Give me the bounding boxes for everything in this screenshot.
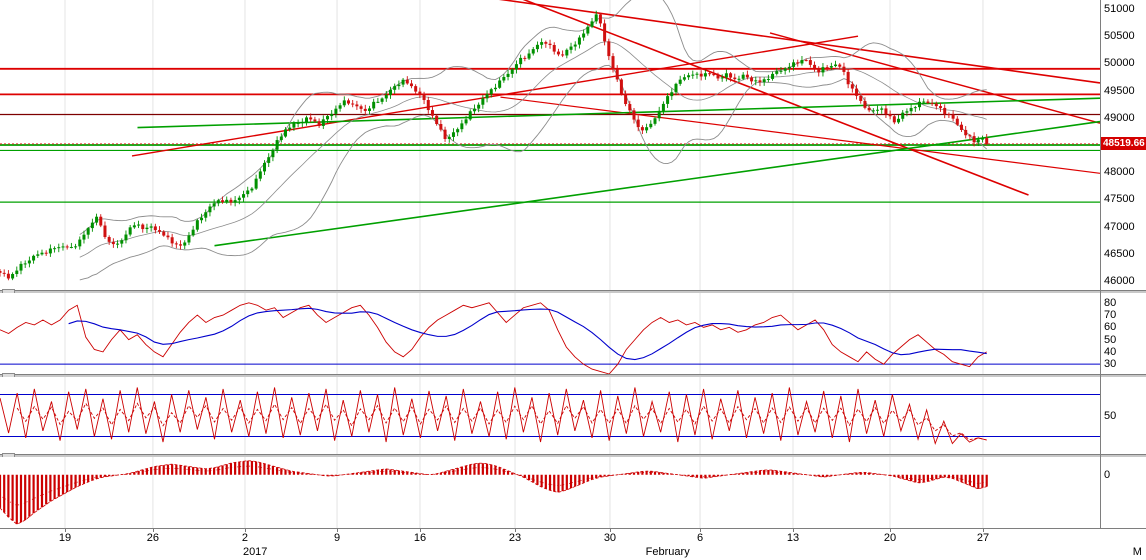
rsi-axis-label: 60 [1104, 321, 1117, 334]
current-price-badge: 48519.66 [1101, 137, 1146, 151]
price-axis-label: 46000 [1104, 275, 1135, 288]
price-axis-label: 50500 [1104, 30, 1135, 43]
time-axis-tick [700, 529, 702, 532]
vertical-gridlines [64, 293, 984, 374]
rsi-axis-label: 70 [1104, 309, 1117, 322]
time-axis-tick [515, 529, 517, 532]
time-axis-tick [65, 529, 66, 532]
time-axis[interactable]: 19 26 2 9 16 23 30 6 13 20 27 2017 February M [0, 528, 1146, 560]
time-axis-tick [337, 529, 339, 532]
stochastic-canvas [0, 377, 1100, 454]
rsi-ma-line [68, 307, 987, 361]
time-axis-label: 26 [146, 532, 160, 544]
macd-canvas [0, 457, 988, 528]
stoch-line [0, 387, 987, 445]
time-axis-label: 27 [976, 532, 990, 544]
time-axis-tick [152, 529, 154, 532]
time-axis-tick [982, 529, 984, 532]
price-axis[interactable]: 5100050500500004950049000485004800047500… [1101, 0, 1146, 528]
time-axis-tick [609, 529, 611, 532]
macd-panel[interactable] [0, 457, 1146, 528]
rsi-axis-label: 40 [1104, 345, 1117, 358]
horizontal-support-resistance-lines [0, 67, 1100, 203]
price-axis-label: 48000 [1104, 166, 1135, 179]
time-axis-period-label: February [645, 546, 690, 558]
price-axis-label: 50000 [1104, 57, 1135, 70]
vertical-gridlines [64, 457, 984, 528]
time-axis-tick [792, 529, 794, 532]
vertical-gridlines [64, 377, 984, 454]
price-axis-label: 46500 [1104, 247, 1135, 260]
candlestick-series [0, 10, 989, 281]
rsi-canvas [0, 293, 1100, 374]
time-axis-period-label: M [1132, 546, 1142, 558]
time-axis-label: 30 [603, 532, 617, 544]
time-axis-label: 2 [241, 532, 249, 544]
time-axis-label: 13 [786, 532, 800, 544]
rsi-axis-label: 80 [1104, 296, 1117, 309]
time-axis-label: 9 [333, 532, 341, 544]
stoch-signal-line [16, 402, 987, 441]
bollinger-bands [79, 0, 987, 281]
time-axis-period-label: 2017 [242, 546, 268, 558]
time-axis-label: 16 [413, 532, 427, 544]
rsi-line [0, 302, 987, 374]
price-chart-canvas [0, 0, 1101, 290]
time-axis-label: 20 [883, 532, 897, 544]
price-chart-panel[interactable] [0, 0, 1146, 290]
rsi-axis-label: 30 [1104, 358, 1117, 371]
rsi-panel[interactable] [0, 293, 1146, 374]
time-axis-tick [419, 529, 421, 532]
time-axis-label: 6 [696, 532, 704, 544]
price-axis-border [1100, 0, 1101, 528]
price-axis-label: 47000 [1104, 220, 1135, 233]
macd-axis-label: 0 [1104, 468, 1111, 481]
price-axis-label: 49000 [1104, 111, 1135, 124]
time-axis-tick [244, 529, 246, 532]
stoch-axis-label: 50 [1104, 409, 1117, 422]
time-axis-tick [890, 529, 891, 532]
macd-line [0, 460, 987, 525]
rsi-axis-label: 50 [1104, 333, 1117, 346]
time-axis-label: 19 [58, 532, 72, 544]
price-axis-label: 51000 [1104, 2, 1135, 15]
price-axis-label: 47500 [1104, 193, 1135, 206]
time-axis-label: 23 [508, 532, 522, 544]
macd-histogram [0, 460, 988, 525]
stochastic-panel[interactable] [0, 377, 1146, 454]
price-axis-label: 49500 [1104, 84, 1135, 97]
